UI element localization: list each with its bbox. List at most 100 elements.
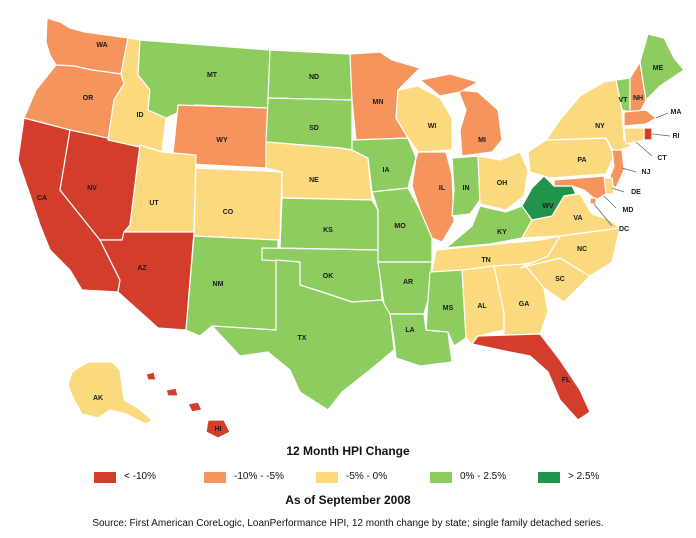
label-DE: DE [631,189,641,196]
legend-label-3: -5% - 0% [346,471,388,482]
label-GA: GA [519,301,530,308]
legend-swatch-5 [538,472,560,483]
callout-md [603,195,617,209]
label-WY: WY [216,137,228,144]
state-WI [395,85,453,153]
source-note: Source: First American CoreLogic, LoanPe… [92,518,604,529]
label-MI: MI [478,137,486,144]
legend-title: 12 Month HPI Change [286,444,410,458]
label-VT: VT [619,97,629,104]
label-VA: VA [573,215,582,222]
legend-label-5: > 2.5% [568,471,600,482]
label-NJ: NJ [642,169,651,176]
label-AL: AL [477,303,487,310]
callout-nj [621,167,637,173]
legend-subtitle: As of September 2008 [285,493,411,507]
label-MD: MD [623,207,634,214]
callout-de [611,187,625,193]
label-IA: IA [383,167,390,174]
label-OR: OR [83,95,94,102]
state-NH [629,61,647,113]
label-SC: SC [555,276,565,283]
label-FL: FL [562,377,571,384]
state-KS [279,197,379,251]
state-DC [589,197,597,205]
state-HI-kauai [145,371,157,381]
label-CO: CO [223,209,234,216]
label-LA: LA [405,327,414,334]
state-TX [211,259,395,411]
label-MA: MA [671,109,682,116]
state-MI-upper [419,73,479,97]
label-AR: AR [403,279,413,286]
state-HI-maui [187,401,203,413]
state-MI [457,89,503,157]
label-WI: WI [428,123,437,130]
label-ID: ID [137,112,144,119]
label-WA: WA [96,42,107,49]
state-RI [643,127,653,141]
label-HI: HI [215,426,222,433]
label-OK: OK [323,273,334,280]
state-MO [371,187,433,263]
legend-swatch-2 [204,472,226,483]
label-PA: PA [577,157,586,164]
label-NH: NH [633,95,643,102]
label-KY: KY [497,229,507,236]
label-RI: RI [673,133,680,140]
callout-ct [635,141,653,157]
state-CT [623,127,645,145]
state-NC [519,227,621,277]
label-NE: NE [309,177,319,184]
label-KS: KS [323,227,333,234]
label-IN: IN [463,185,470,192]
label-WV: WV [542,203,554,210]
state-PA [527,137,615,179]
state-OH [477,151,529,211]
state-MD [553,175,607,201]
legend-swatch-4 [430,472,452,483]
label-NM: NM [213,281,224,288]
state-IL [411,151,455,243]
state-LA [389,313,453,367]
state-FL [471,333,591,421]
label-NY: NY [595,123,605,130]
state-HI-oahu [165,387,179,397]
label-MN: MN [373,99,384,106]
state-AR [377,261,433,315]
label-TX: TX [298,335,307,342]
callout-ma [655,112,669,119]
state-MA [623,109,657,127]
legend: < -10% -10% - -5% -5% - 0% 0% - 2.5% > 2… [94,470,654,486]
callout-ri [651,133,671,137]
label-MO: MO [394,223,406,230]
label-TN: TN [481,257,490,264]
legend-label-4: 0% - 2.5% [460,471,507,482]
label-ME: ME [653,65,664,72]
callout-dc [593,203,613,227]
label-AZ: AZ [137,265,147,272]
label-SD: SD [309,125,319,132]
label-OH: OH [497,180,508,187]
state-CO [193,167,283,241]
legend-swatch-3 [316,472,338,483]
us-map: WA OR CA NV ID MT WY UT AZ CO NM ND SD N… [17,17,685,439]
state-ME [639,33,685,101]
label-NV: NV [87,185,97,192]
label-IL: IL [439,185,446,192]
state-AK [67,361,153,425]
legend-label-1: < -10% [124,471,156,482]
label-DC: DC [619,226,629,233]
state-HI-big [205,419,231,439]
label-CT: CT [657,155,667,162]
label-MS: MS [443,305,454,312]
legend-label-2: -10% - -5% [234,471,285,482]
state-WV [521,175,577,221]
label-CA: CA [37,195,47,202]
label-AK: AK [93,395,103,402]
label-UT: UT [149,200,159,207]
label-NC: NC [577,246,587,253]
legend-swatch-1 [94,472,116,483]
label-MT: MT [207,72,218,79]
label-ND: ND [309,74,319,81]
